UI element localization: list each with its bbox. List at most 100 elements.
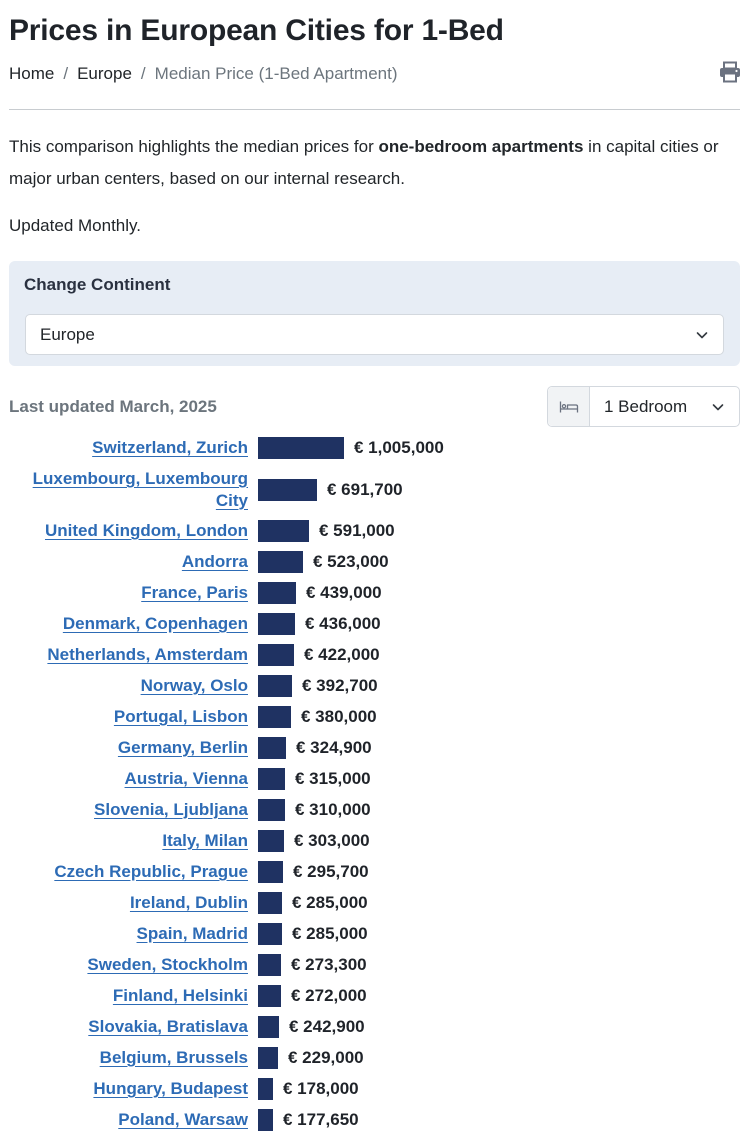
city-link[interactable]: Poland, Warsaw bbox=[118, 1110, 248, 1129]
chart-bar bbox=[258, 706, 291, 728]
city-link[interactable]: United Kingdom, London bbox=[44, 521, 248, 540]
price-label: € 273,300 bbox=[291, 955, 367, 974]
chart-bar bbox=[258, 799, 285, 821]
city-link[interactable]: Andorra bbox=[181, 552, 248, 571]
chart-bar bbox=[258, 768, 285, 790]
price-label: € 177,650 bbox=[283, 1110, 359, 1129]
intro-text-end: in capital cities or major urban centers… bbox=[9, 137, 719, 188]
city-link[interactable]: Luxembourg, Luxembourg City bbox=[32, 469, 248, 510]
city-link[interactable]: Switzerland, Zurich bbox=[92, 438, 248, 457]
chart-row: Slovenia, Ljubljana € 310,000 bbox=[0, 799, 750, 821]
city-link[interactable]: Sweden, Stockholm bbox=[87, 955, 248, 974]
city-link[interactable]: Austria, Vienna bbox=[124, 769, 248, 788]
bedroom-select[interactable]: 1 Bedroom bbox=[590, 387, 739, 426]
city-link[interactable]: Slovenia, Ljubljana bbox=[94, 800, 248, 819]
continent-select-value: Europe bbox=[40, 325, 95, 344]
printer-icon[interactable] bbox=[719, 61, 741, 83]
city-link[interactable]: Spain, Madrid bbox=[136, 924, 248, 943]
chevron-down-icon bbox=[695, 328, 709, 342]
city-link[interactable]: Belgium, Brussels bbox=[99, 1048, 248, 1067]
chart-row: Spain, Madrid € 285,000 bbox=[0, 923, 750, 945]
chart-row: Portugal, Lisbon € 380,000 bbox=[0, 706, 750, 728]
city-link[interactable]: Italy, Milan bbox=[162, 831, 248, 850]
chart-row: Germany, Berlin € 324,900 bbox=[0, 737, 750, 759]
bed-icon bbox=[548, 387, 590, 426]
city-link[interactable]: France, Paris bbox=[141, 583, 248, 602]
chart-bar bbox=[258, 479, 317, 501]
city-link[interactable]: Hungary, Budapest bbox=[93, 1079, 248, 1098]
city-link[interactable]: Norway, Oslo bbox=[140, 676, 248, 695]
chart-row: Norway, Oslo € 392,700 bbox=[0, 675, 750, 697]
chart-row: Denmark, Copenhagen € 436,000 bbox=[0, 613, 750, 635]
chart-bar bbox=[258, 737, 286, 759]
chart-bar bbox=[258, 675, 292, 697]
chart-bar bbox=[258, 1016, 279, 1038]
chart-row: Switzerland, Zurich € 1,005,000 bbox=[0, 437, 750, 459]
chart-bar bbox=[258, 644, 294, 666]
chart-bar bbox=[258, 892, 282, 914]
price-label: € 303,000 bbox=[294, 831, 370, 850]
city-link[interactable]: Finland, Helsinki bbox=[112, 986, 248, 1005]
chart-row: Luxembourg, Luxembourg City € 691,700 bbox=[0, 468, 750, 512]
page-title: Prices in European Cities for 1-Bed bbox=[9, 14, 504, 47]
city-link[interactable]: Denmark, Copenhagen bbox=[62, 614, 248, 633]
city-link[interactable]: Portugal, Lisbon bbox=[113, 707, 248, 726]
price-label: € 392,700 bbox=[302, 676, 378, 695]
chart-row: United Kingdom, London € 591,000 bbox=[0, 520, 750, 542]
chart-bar bbox=[258, 1109, 273, 1131]
chart-row: Finland, Helsinki € 272,000 bbox=[0, 985, 750, 1007]
city-link[interactable]: Ireland, Dublin bbox=[129, 893, 248, 912]
chart-row: Andorra € 523,000 bbox=[0, 551, 750, 573]
chart-row: Italy, Milan € 303,000 bbox=[0, 830, 750, 852]
breadcrumb-current: Median Price (1-Bed Apartment) bbox=[154, 64, 398, 83]
price-label: € 324,900 bbox=[296, 738, 372, 757]
chart-bar bbox=[258, 861, 283, 883]
chart-bar bbox=[258, 954, 281, 976]
price-label: € 380,000 bbox=[301, 707, 377, 726]
city-link[interactable]: Slovakia, Bratislava bbox=[88, 1017, 248, 1036]
city-link[interactable]: Netherlands, Amsterdam bbox=[47, 645, 248, 664]
continent-filter-panel: Change Continent Europe bbox=[9, 261, 740, 366]
chart-bar bbox=[258, 520, 309, 542]
chart-bar bbox=[258, 1078, 273, 1100]
chart-bar bbox=[258, 551, 303, 573]
chart-bar bbox=[258, 1047, 278, 1069]
price-label: € 422,000 bbox=[304, 645, 380, 664]
city-link[interactable]: Czech Republic, Prague bbox=[54, 862, 248, 881]
price-label: € 591,000 bbox=[319, 521, 395, 540]
chart-row: France, Paris € 439,000 bbox=[0, 582, 750, 604]
price-label: € 523,000 bbox=[313, 552, 389, 571]
continent-select[interactable]: Europe bbox=[25, 314, 724, 355]
chart-bar bbox=[258, 830, 284, 852]
breadcrumb: Home / Europe / Median Price (1-Bed Apar… bbox=[9, 64, 398, 84]
price-label: € 315,000 bbox=[295, 769, 371, 788]
price-label: € 242,900 bbox=[289, 1017, 365, 1036]
intro-paragraph: This comparison highlights the median pr… bbox=[9, 131, 744, 195]
price-label: € 285,000 bbox=[292, 893, 368, 912]
update-frequency-note: Updated Monthly. bbox=[9, 216, 141, 235]
chart-row: Netherlands, Amsterdam € 422,000 bbox=[0, 644, 750, 666]
chevron-down-icon bbox=[711, 400, 725, 414]
price-label: € 178,000 bbox=[283, 1079, 359, 1098]
breadcrumb-separator: / bbox=[140, 64, 146, 83]
chart-bar bbox=[258, 613, 295, 635]
bedroom-select-value: 1 Bedroom bbox=[604, 397, 688, 416]
price-label: € 691,700 bbox=[327, 480, 403, 499]
chart-row: Hungary, Budapest € 178,000 bbox=[0, 1078, 750, 1100]
chart-row: Belgium, Brussels € 229,000 bbox=[0, 1047, 750, 1069]
city-link[interactable]: Germany, Berlin bbox=[117, 738, 248, 757]
chart-row: Slovakia, Bratislava € 242,900 bbox=[0, 1016, 750, 1038]
breadcrumb-home-link[interactable]: Home bbox=[9, 64, 55, 83]
price-label: € 310,000 bbox=[295, 800, 371, 819]
chart-row: Czech Republic, Prague € 295,700 bbox=[0, 861, 750, 883]
header-divider bbox=[9, 109, 740, 110]
price-label: € 295,700 bbox=[293, 862, 369, 881]
intro-text-start: This comparison highlights the median pr… bbox=[9, 137, 379, 156]
price-label: € 439,000 bbox=[306, 583, 382, 602]
breadcrumb-separator: / bbox=[63, 64, 69, 83]
chart-row: Poland, Warsaw € 177,650 bbox=[0, 1109, 750, 1131]
chart-row: Sweden, Stockholm € 273,300 bbox=[0, 954, 750, 976]
price-label: € 272,000 bbox=[291, 986, 367, 1005]
breadcrumb-europe-link[interactable]: Europe bbox=[77, 64, 132, 83]
price-label: € 285,000 bbox=[292, 924, 368, 943]
